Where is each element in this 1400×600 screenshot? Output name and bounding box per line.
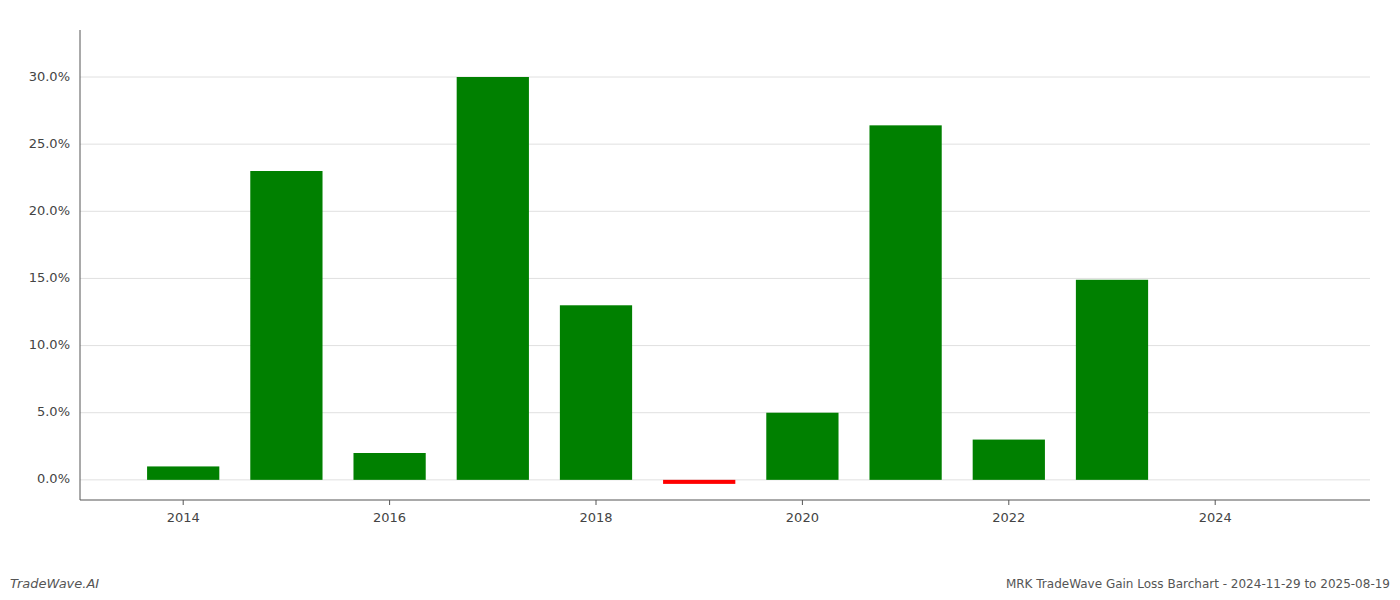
- bar: [1076, 280, 1148, 480]
- bar: [766, 413, 838, 480]
- y-tick-label: 30.0%: [29, 69, 70, 84]
- title: MRK TradeWave Gain Loss Barchart - 2024-…: [1006, 577, 1390, 591]
- bar: [663, 480, 735, 484]
- x-tick: [389, 500, 390, 505]
- x-tick-label: 2014: [167, 510, 200, 525]
- bar: [869, 125, 941, 480]
- bar: [973, 440, 1045, 480]
- bar: [457, 77, 529, 480]
- x-tick-label: 2024: [1199, 510, 1232, 525]
- bars: [147, 77, 1148, 484]
- grid-line: [80, 77, 1370, 78]
- x-tick-label: 2020: [786, 510, 819, 525]
- y-axis: 0.0% 5.0% 10.0% 15.0% 20.0% 25.0% 30.0%: [29, 69, 70, 487]
- x-tick: [183, 500, 184, 505]
- bar: [560, 305, 632, 480]
- y-tick-label: 15.0%: [29, 270, 70, 285]
- x-tick: [1008, 500, 1009, 505]
- y-tick-label: 20.0%: [29, 203, 70, 218]
- bar: [250, 171, 322, 480]
- x-tick-label: 2022: [992, 510, 1025, 525]
- chart: 0.0%5.0%10.0%15.0%20.0%25.0%30.0%2014201…: [0, 0, 1400, 600]
- x-tick: [596, 500, 597, 505]
- y-axis-line: [80, 30, 81, 500]
- watermark: TradeWave.AI: [10, 576, 99, 591]
- x-axis-line: [80, 500, 1370, 501]
- y-tick-label: 10.0%: [29, 337, 70, 352]
- bar: [1179, 479, 1251, 480]
- bar: [147, 466, 219, 479]
- bar: [353, 453, 425, 480]
- y-tick-label: 0.0%: [37, 471, 70, 486]
- x-tick: [1215, 500, 1216, 505]
- x-tick-label: 2016: [373, 510, 406, 525]
- x-axis: 2014 2016 2018 2020 2022 2024: [167, 500, 1232, 525]
- grid: [80, 77, 1370, 480]
- x-tick-label: 2018: [579, 510, 612, 525]
- y-tick-label: 25.0%: [29, 136, 70, 151]
- x-tick: [802, 500, 803, 505]
- grid-line: [80, 144, 1370, 145]
- y-tick-label: 5.0%: [37, 404, 70, 419]
